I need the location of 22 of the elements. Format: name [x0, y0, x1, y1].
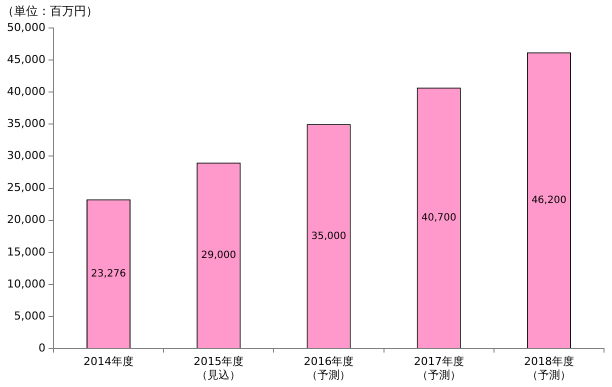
data-label: 29,000 — [201, 250, 236, 262]
y-tick-label: 5,000 — [14, 309, 46, 322]
y-tick-label: 45,000 — [6, 52, 46, 66]
x-tick-label: 2017年度（予測） — [414, 355, 464, 382]
y-tick-label: 0 — [38, 341, 46, 354]
y-tick-label: 50,000 — [6, 20, 46, 34]
data-label: 46,200 — [531, 195, 566, 206]
data-label: 23,276 — [91, 268, 126, 280]
x-tick-label: 2015年度（見込） — [194, 355, 244, 382]
y-tick-label: 25,000 — [6, 181, 46, 194]
y-tick-label: 40,000 — [6, 84, 46, 98]
y-tick-label: 35,000 — [6, 117, 46, 130]
y-tick-label: 10,000 — [6, 277, 46, 290]
x-tick-label: 2016年度（予測） — [304, 355, 354, 382]
y-tick-label: 20,000 — [6, 213, 46, 226]
y-axis-title: （単位：百万円） — [2, 4, 98, 18]
y-tick-label: 30,000 — [6, 149, 46, 162]
data-label: 35,000 — [311, 230, 346, 242]
y-tick-label: 15,000 — [6, 245, 46, 258]
x-tick-label: 2014年度 — [84, 355, 134, 368]
x-tick-label: 2018年度（予測） — [524, 355, 574, 382]
data-label: 40,700 — [421, 212, 456, 224]
